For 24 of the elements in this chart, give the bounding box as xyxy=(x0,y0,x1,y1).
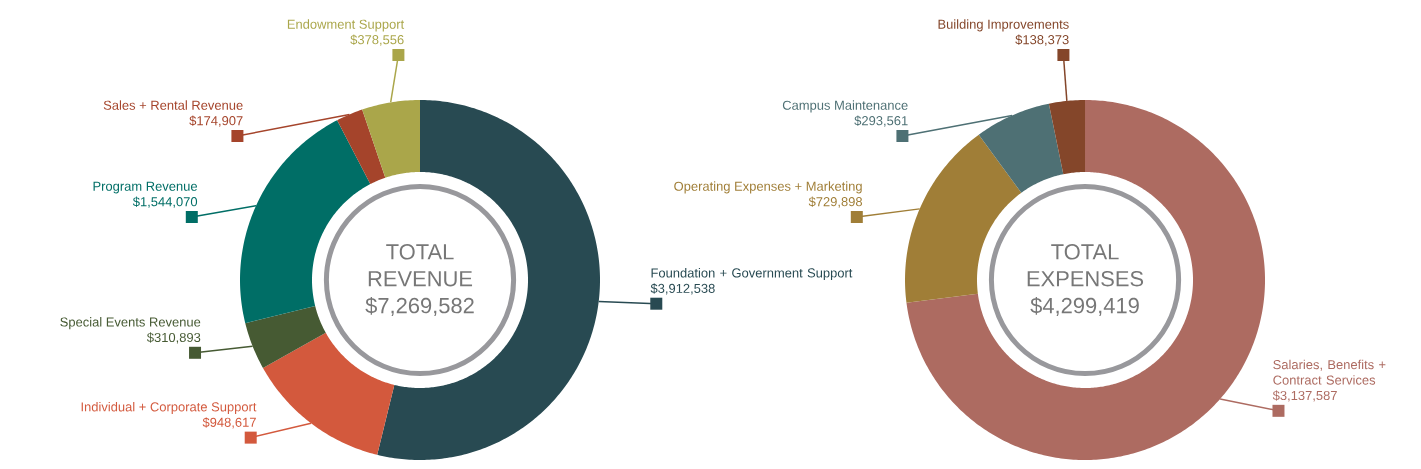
slice-label: Salaries, Benefits + Contract Services xyxy=(1273,359,1386,385)
slice-label: Endowment Support xyxy=(287,19,405,32)
data-label: $310,893 xyxy=(146,332,201,344)
slice-label: Foundation + Government Support xyxy=(651,268,853,281)
data-label: $3,137,587 xyxy=(1272,390,1337,402)
slice-label: Program Revenue xyxy=(93,181,197,194)
text: $4,299,419 xyxy=(1030,296,1139,316)
slice-label: Sales + Rental Revenue xyxy=(103,100,243,110)
text: TOTAL EXPENSES xyxy=(1027,244,1144,287)
data-label: $948,617 xyxy=(202,417,256,429)
data-label: $3,912,538 xyxy=(650,283,715,295)
data-label: $1,544,070 xyxy=(132,196,198,208)
text: TOTAL REVENUE xyxy=(368,244,473,287)
data-label: $378,556 xyxy=(350,34,404,46)
slice-label: Special Events Revenue xyxy=(60,317,201,330)
slice-label: Campus Maintenance xyxy=(782,100,908,113)
text: $7,269,582 xyxy=(365,296,474,316)
slice-label: Operating Expenses + Marketing xyxy=(674,181,862,194)
data-label: $729,898 xyxy=(808,196,863,208)
data-label: $174,907 xyxy=(189,115,243,127)
slice-label: Individual + Corporate Support xyxy=(81,401,257,415)
data-label: $293,561 xyxy=(854,115,908,127)
data-label: $138,373 xyxy=(1015,34,1069,46)
slice-label: Building Improvements xyxy=(938,19,1069,32)
